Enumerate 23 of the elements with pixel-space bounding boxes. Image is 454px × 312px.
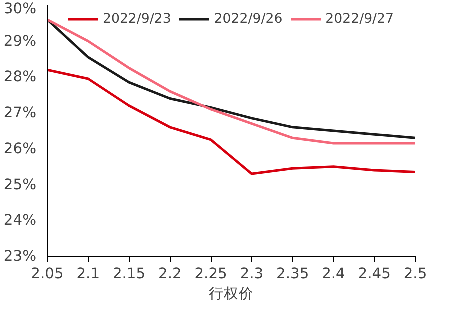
legend-label: 2022/9/23: [102, 12, 172, 26]
y-tick-label: 28%: [4, 68, 37, 86]
y-tick-label: 30%: [4, 0, 37, 18]
x-tick-label: 2.2: [158, 266, 182, 282]
x-tick-label: 2.4: [322, 266, 346, 282]
y-tick-label: 26%: [4, 140, 37, 158]
x-tick-label: 2.3: [240, 266, 264, 282]
x-tick-label: 2.45: [358, 266, 391, 282]
x-tick-label: 2.05: [31, 266, 64, 282]
y-tick-label: 27%: [4, 104, 37, 122]
x-tick-label: 2.5: [404, 266, 428, 282]
y-tick-label: 29%: [4, 32, 37, 50]
x-tick-label: 2.35: [276, 266, 310, 282]
y-tick-label: 25%: [4, 176, 37, 194]
x-tick-label: 2.25: [194, 266, 228, 282]
x-tick-label: 2.15: [112, 266, 146, 282]
y-tick-label: 24%: [4, 212, 37, 230]
y-tick-label: 23%: [4, 248, 37, 265]
x-axis-title: 行权价: [209, 286, 254, 302]
line-series: [48, 68, 416, 176]
legend-label: 2022/9/27: [326, 12, 394, 26]
legend-label: 2022/9/26: [214, 12, 283, 26]
x-tick-label: 2.1: [76, 266, 100, 282]
